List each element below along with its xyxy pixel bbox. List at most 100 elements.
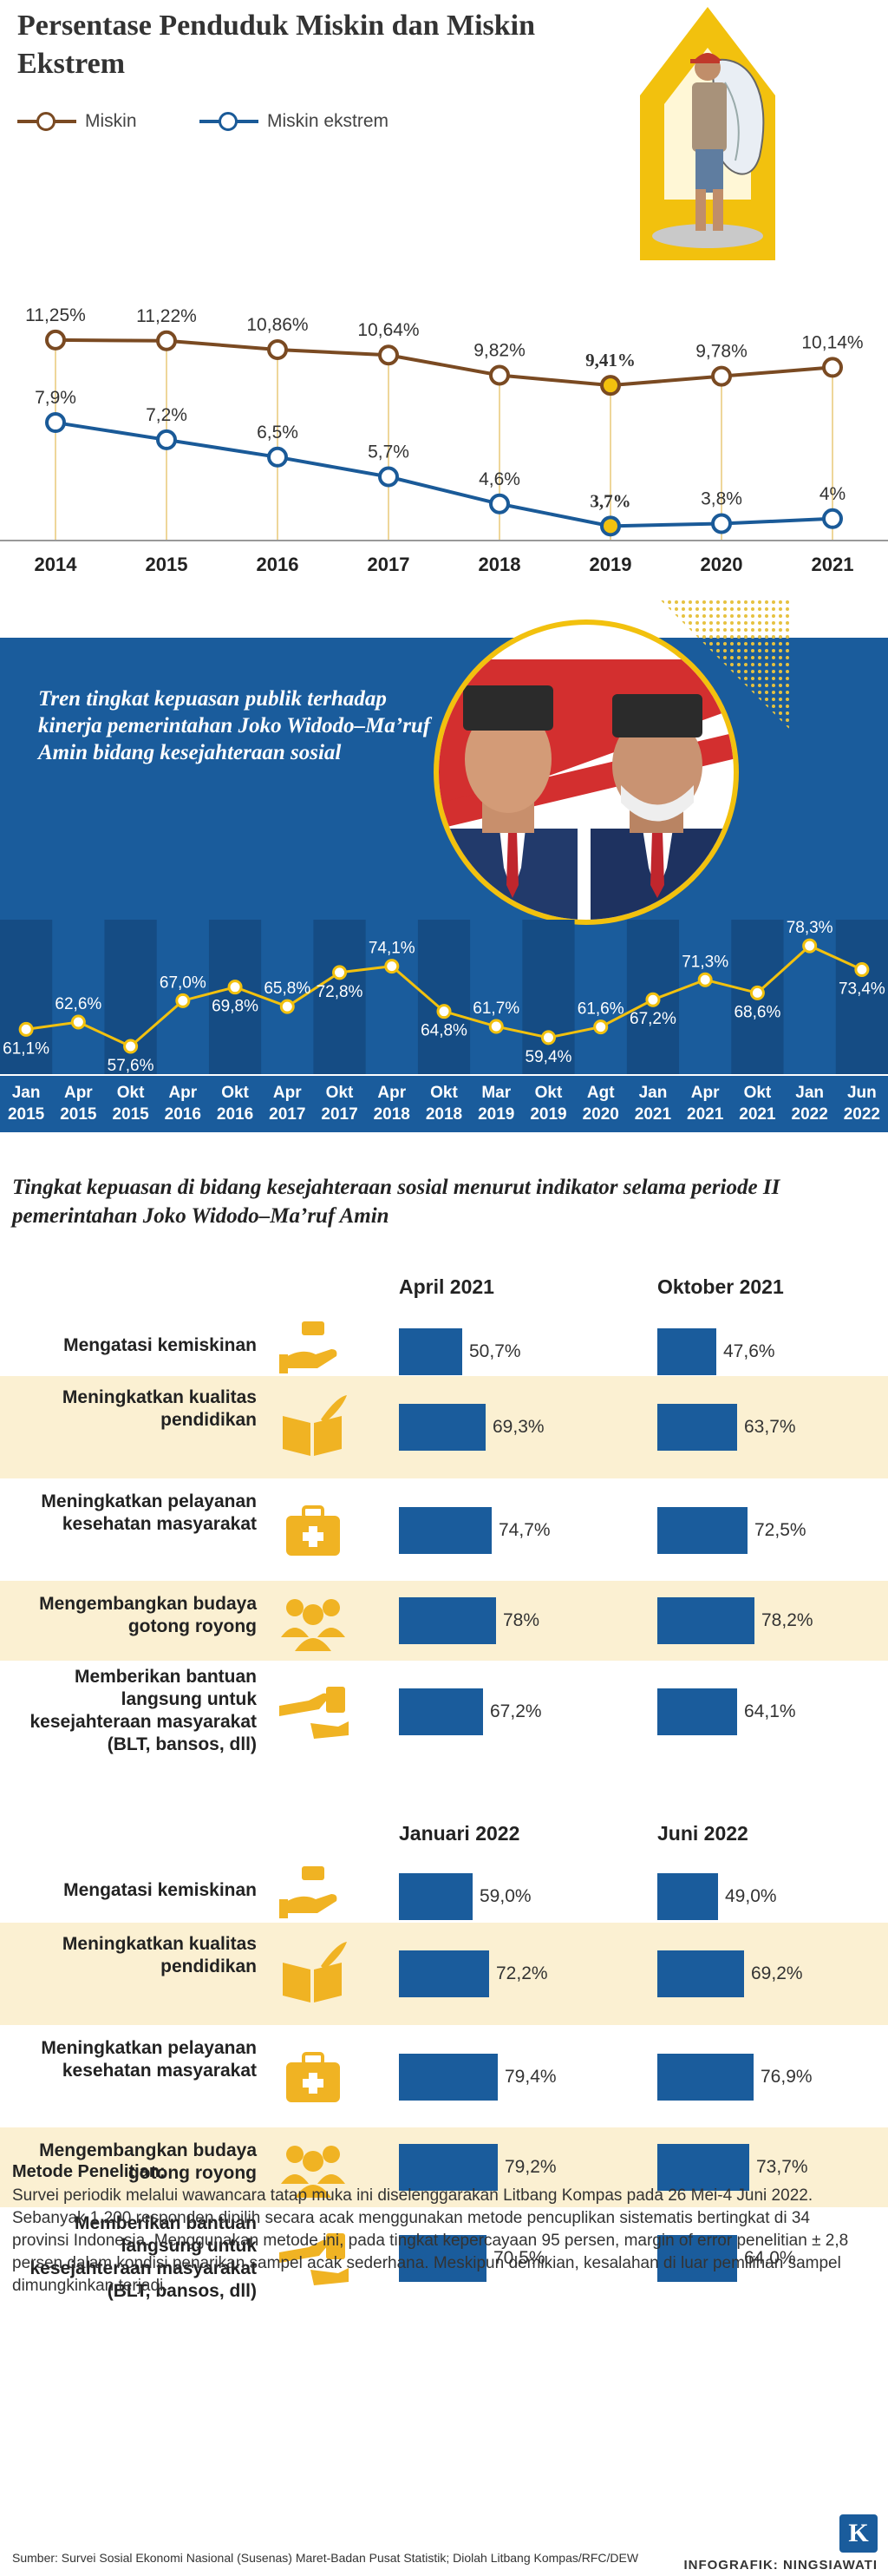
- x-tick-label: 2015: [146, 554, 188, 575]
- indicator-label: Mengembangkan budaya gotong royong: [39, 2140, 257, 2183]
- trend-tick-month: Okt: [535, 1084, 563, 1102]
- trend-data-label: 67,0%: [160, 973, 206, 992]
- data-point: [156, 330, 177, 351]
- trend-data-label: 59,4%: [526, 1048, 572, 1066]
- hand-giving-icon: [276, 1675, 350, 1749]
- people-group-icon: [276, 1583, 350, 1658]
- indicator-bar-value: 76,9%: [761, 2067, 813, 2087]
- trend-tick-month: Apr: [64, 1084, 93, 1102]
- indicator-bar: [657, 1950, 744, 1997]
- indicator-bar: [399, 2235, 486, 2282]
- trend-column: [835, 920, 888, 1075]
- indicator-bar: [657, 2235, 737, 2282]
- people-group-icon: [276, 2130, 350, 2205]
- legend-label-miskin-ekstrem: Miskin ekstrem: [267, 111, 389, 131]
- indicator-bar: [657, 1507, 748, 1554]
- trend-tick-month: Apr: [273, 1084, 302, 1102]
- indicator-bar-value: 74,7%: [499, 1520, 551, 1540]
- data-label: 11,25%: [25, 305, 86, 325]
- trend-tick-year: 2021: [635, 1105, 672, 1124]
- trend-data-label: 61,6%: [578, 1000, 624, 1019]
- data-label: 9,82%: [473, 341, 526, 361]
- trend-column: [313, 920, 366, 1075]
- trend-data-label: 64,8%: [421, 1022, 467, 1040]
- indicator-bar: [399, 2144, 498, 2191]
- indicator-bar: [657, 2054, 754, 2101]
- data-point: [600, 515, 621, 537]
- data-label: 4%: [819, 484, 846, 504]
- trend-point: [645, 992, 661, 1007]
- trend-tick-year: 2020: [583, 1105, 619, 1124]
- indicator-label: Meningkatkan kualitas pendidikan: [62, 1934, 257, 1976]
- trend-point: [384, 959, 400, 974]
- indicator-bar: [399, 1950, 489, 1997]
- trend-column: [522, 920, 575, 1075]
- trend-data-label: 65,8%: [264, 980, 310, 998]
- trend-data-label: 61,7%: [473, 1000, 519, 1018]
- trend-point: [854, 962, 870, 978]
- trend-column: [417, 920, 471, 1075]
- indicator-bar-value: 79,2%: [505, 2157, 557, 2177]
- trend-tick-year: 2016: [165, 1105, 201, 1124]
- medical-kit-icon: [276, 2040, 350, 2114]
- x-tick-label: 2020: [701, 554, 743, 575]
- indicator-bar: [657, 1404, 737, 1451]
- trend-columns: [0, 920, 888, 1075]
- poor-man-illustration: [640, 7, 775, 260]
- trend-tick-year: 2022: [792, 1105, 828, 1124]
- trend-tick-year: 2015: [112, 1105, 149, 1124]
- x-tick-label: 2019: [590, 554, 632, 575]
- x-tick-labels: 2014 2015 2016 2017 2018 2019 2020 2021: [35, 554, 854, 575]
- data-point: [378, 466, 399, 488]
- trend-point: [70, 1014, 86, 1030]
- money-hand-icon: [276, 1314, 350, 1389]
- source-note: Sumber: Survei Sosial Ekonomi Nasional (…: [12, 2551, 639, 2565]
- x-tick-label: 2014: [35, 554, 78, 575]
- indicator-bar-value: 64,1%: [744, 1701, 796, 1721]
- indicator-bar: [399, 1688, 483, 1735]
- legend-label-miskin: Miskin: [85, 111, 137, 131]
- data-point: [156, 429, 177, 450]
- indicator-bar: [657, 1873, 718, 1920]
- indicator-chart-title: Tingkat kepuasan di bidang kesejahteraan…: [12, 1176, 780, 1228]
- trend-point: [749, 985, 765, 1000]
- indicator-bar: [657, 2144, 749, 2191]
- indicator-bar-value: 72,5%: [754, 1520, 806, 1540]
- trend-tick-year: 2016: [217, 1105, 253, 1124]
- methodology-heading: Metode Penelitian:: [12, 2162, 166, 2181]
- indicator-bar: [399, 1404, 486, 1451]
- trend-tick-year: 2018: [426, 1105, 462, 1124]
- trend-tick-month: Okt: [326, 1084, 354, 1102]
- legend-item-miskin-ekstrem: Miskin ekstrem: [199, 111, 388, 132]
- indicator-bar-value: 49,0%: [725, 1886, 777, 1906]
- trend-data-label: 57,6%: [108, 1057, 154, 1075]
- indicator-label: Memberikan bantuan langsung untuk keseja…: [29, 2213, 257, 2301]
- x-tick-label: 2017: [368, 554, 410, 575]
- indicator-bar-value: 69,3%: [493, 1417, 545, 1437]
- data-label: 11,22%: [136, 306, 197, 326]
- data-point: [267, 446, 288, 468]
- trend-data-label: 72,8%: [317, 983, 363, 1001]
- trend-tick-month: Jan: [12, 1084, 41, 1102]
- trend-tick-month: Okt: [221, 1084, 249, 1102]
- trend-tick-year: 2017: [269, 1105, 305, 1124]
- data-point: [45, 329, 66, 351]
- medical-kit-icon: [276, 1493, 350, 1568]
- trend-point: [18, 1021, 34, 1037]
- data-point: [267, 338, 288, 360]
- trend-tick-month: Mar: [481, 1084, 511, 1102]
- trend-points: [18, 938, 870, 1054]
- trend-column: [0, 920, 53, 1075]
- book-quill-icon: [276, 1390, 350, 1465]
- indicator-bar: [657, 1688, 737, 1735]
- trend-tick-month: Agt: [587, 1084, 615, 1102]
- indicator-bar-value: 69,2%: [751, 1963, 803, 1983]
- trend-tick-month: Okt: [117, 1084, 145, 1102]
- indicator-label: Memberikan bantuan langsung untuk keseja…: [29, 1667, 257, 1754]
- data-point: [711, 365, 732, 387]
- data-label: 6,5%: [257, 423, 298, 442]
- trend-data-label: 73,4%: [839, 980, 885, 999]
- data-label: 4,6%: [479, 469, 520, 489]
- trend-tick-year: 2015: [8, 1105, 45, 1124]
- data-point: [489, 364, 510, 386]
